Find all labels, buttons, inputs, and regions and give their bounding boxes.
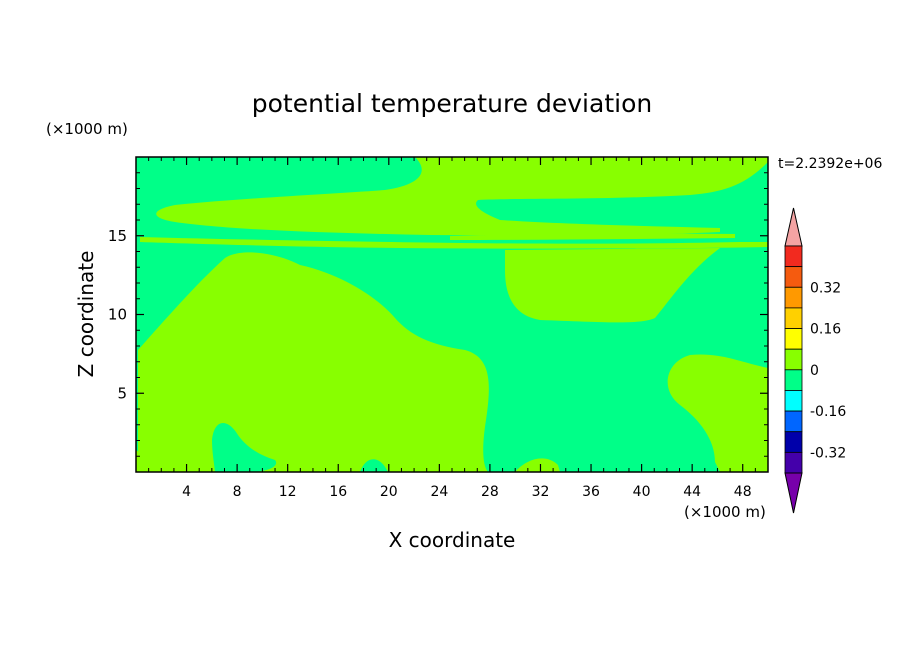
colorbar-bin	[784, 286, 803, 309]
colorbar-label: 0	[810, 363, 819, 379]
x-tick-label: 28	[481, 484, 499, 500]
bottom-bump-2	[515, 458, 560, 472]
colorbar-label: -0.16	[810, 404, 846, 420]
positive-band-middle	[140, 237, 768, 249]
y-axis: 5 10 15	[108, 172, 768, 457]
y-tick-label: 5	[117, 384, 127, 402]
x-axis-label: X coordinate	[389, 528, 516, 552]
bottom-bump-1	[360, 459, 388, 472]
x-tick-label: 8	[233, 484, 242, 500]
y-tick-label: 10	[108, 306, 127, 324]
x-tick-label: 44	[683, 484, 701, 500]
plot-area	[135, 156, 769, 473]
colorbar-label: 0.32	[810, 280, 841, 296]
x-tick-label: 20	[380, 484, 398, 500]
positive-band-top	[156, 157, 768, 236]
colorbar-bin	[784, 245, 803, 268]
colorbar-bin	[784, 410, 803, 433]
x-unit-label: (×1000 m)	[684, 503, 766, 521]
x-tick-label: 12	[279, 484, 297, 500]
positive-region-lower-right	[667, 354, 768, 472]
y-axis-label: Z coordinate	[74, 251, 98, 378]
colorbar-bin	[784, 431, 803, 453]
colorbar-bin	[784, 451, 803, 474]
x-tick-label: 32	[532, 484, 550, 500]
x-tick-label: 48	[734, 484, 752, 500]
x-tick-label: 4	[182, 484, 191, 500]
x-tick-label: 40	[633, 484, 651, 500]
y-unit-label: (×1000 m)	[46, 120, 128, 138]
colorbar-bin	[784, 369, 803, 391]
pocket-1	[212, 422, 277, 472]
colorbar-bin	[784, 266, 803, 288]
time-label: t=2.2392e+06	[778, 156, 882, 172]
colorbar-bottom-arrow	[784, 472, 803, 514]
colorbar-label: -0.32	[810, 445, 846, 461]
colorbar-bin	[784, 390, 803, 412]
chart-title: potential temperature deviation	[252, 89, 652, 118]
x-axis: 4 8 12 16 20 24 28 32 36 40 44 48	[148, 157, 756, 500]
bottom-bump-3	[136, 450, 162, 472]
colorbar-top-arrow	[784, 207, 803, 247]
x-tick-label: 36	[582, 484, 600, 500]
x-tick-label: 24	[430, 484, 448, 500]
colorbar-bin	[784, 328, 803, 350]
y-tick-label: 15	[108, 227, 127, 245]
positive-region-lower-left	[138, 252, 489, 472]
colorbar-label: 0.16	[810, 322, 841, 338]
x-tick-label: 16	[329, 484, 347, 500]
colorbar: 0.32 0.16 0 -0.16 -0.32	[784, 207, 846, 514]
positive-region-upper-right	[505, 248, 720, 323]
colorbar-bin	[784, 307, 803, 329]
colorbar-bin	[784, 348, 803, 371]
positive-band-streak	[450, 233, 735, 240]
